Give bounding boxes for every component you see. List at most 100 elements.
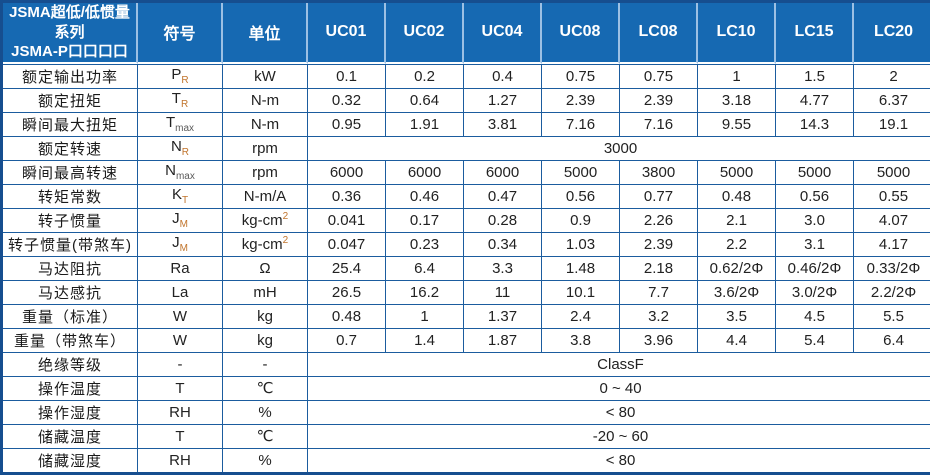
- row-label: 额定转速: [3, 135, 138, 160]
- unit-column-header: 单位: [223, 3, 308, 64]
- unit-cell: Ω: [223, 255, 308, 280]
- spec-value-cell: 0.62/2Φ: [698, 255, 776, 280]
- spec-value-cell: 6.37: [854, 87, 930, 112]
- table-row: 瞬间最高转速 Nmax rpm 6000 6000 6000 5000 3800 5000 500…: [3, 159, 930, 184]
- spec-value-cell: 5000: [776, 159, 854, 184]
- row-label: 额定扭矩: [3, 87, 138, 112]
- spec-value-cell: 3.2: [620, 303, 698, 328]
- unit-cell: rpm: [223, 159, 308, 184]
- spec-value-cell: 0.47: [464, 183, 542, 208]
- series-title: JSMA超低/低惯量系列 JSMA-P口口口口: [3, 3, 138, 64]
- row-label: 马达感抗: [3, 279, 138, 304]
- symbol-subscript: R: [180, 99, 189, 110]
- symbol-cell: W: [138, 327, 223, 352]
- symbol-base: -: [177, 355, 183, 373]
- spec-value-cell: 0.047: [308, 231, 386, 256]
- table-row: 马达感抗 La mH 26.5 16.2 11 10.1 7.7 3.6/2Φ 3.0/2Φ 2.2…: [3, 279, 930, 304]
- spec-value-cell: 0.64: [386, 87, 464, 112]
- spec-value-cell: 6000: [386, 159, 464, 184]
- spec-value-cell: 1.4: [386, 327, 464, 352]
- spec-value-cell: 3.18: [698, 87, 776, 112]
- header-row: JSMA超低/低惯量系列 JSMA-P口口口口 符号 单位 UC01 UC02 …: [3, 3, 930, 64]
- series-title-line1: JSMA超低/低惯量系列: [9, 4, 130, 41]
- spec-value-cell: 0.46: [386, 183, 464, 208]
- unit-cell: kW: [223, 63, 308, 88]
- symbol-subscript: T: [181, 195, 189, 206]
- symbol-subscript: M: [179, 243, 188, 254]
- unit-base: N-m: [250, 115, 280, 133]
- spec-value-cell: 7.16: [620, 111, 698, 136]
- row-label: 转子惯量(带煞车): [3, 231, 138, 256]
- spec-value-cell: 2.4: [542, 303, 620, 328]
- row-label: 操作湿度: [3, 399, 138, 424]
- spec-value-cell: 3.6/2Φ: [698, 279, 776, 304]
- spec-value-cell: 2.2/2Φ: [854, 279, 930, 304]
- symbol-base: P: [171, 66, 182, 83]
- unit-cell: %: [223, 399, 308, 424]
- unit-base: -: [262, 355, 268, 373]
- span-value-cell: ClassF: [308, 351, 930, 376]
- symbol-cell: Nmax: [138, 159, 223, 184]
- spec-value-cell: 0.36: [308, 183, 386, 208]
- spec-value-cell: 0.041: [308, 207, 386, 232]
- spec-value-cell: 3.81: [464, 111, 542, 136]
- spec-value-cell: 6000: [308, 159, 386, 184]
- symbol-base: N: [165, 162, 176, 179]
- unit-base: kg-cm: [241, 212, 283, 229]
- row-label: 瞬间最高转速: [3, 159, 138, 184]
- spec-value-cell: 0.48: [698, 183, 776, 208]
- unit-cell: kg-cm2: [223, 231, 308, 256]
- symbol-cell: JM: [138, 231, 223, 256]
- symbol-subscript: max: [175, 123, 195, 134]
- model-column-header-lc20: LC20: [854, 3, 930, 64]
- spec-value-cell: 4.17: [854, 231, 930, 256]
- spec-value-cell: 0.56: [776, 183, 854, 208]
- spec-value-cell: 9.55: [698, 111, 776, 136]
- symbol-cell: W: [138, 303, 223, 328]
- spec-value-cell: 1.5: [776, 63, 854, 88]
- unit-base: ℃: [256, 380, 274, 397]
- row-label: 瞬间最大扭矩: [3, 111, 138, 136]
- spec-value-cell: 2: [854, 63, 930, 88]
- spec-value-cell: 16.2: [386, 279, 464, 304]
- row-label: 重量（标准）: [3, 303, 138, 328]
- symbol-base: T: [175, 379, 185, 397]
- model-column-header-uc02: UC02: [386, 3, 464, 64]
- spec-value-cell: 1.87: [464, 327, 542, 352]
- spec-value-cell: 2.39: [620, 231, 698, 256]
- row-label: 重量（带煞车）: [3, 327, 138, 352]
- symbol-subscript: max: [175, 171, 195, 182]
- unit-base: N-m: [250, 91, 280, 109]
- symbol-base: T: [165, 114, 176, 131]
- table-row: 操作湿度 RH% < 80: [3, 399, 930, 424]
- spec-value-cell: 0.28: [464, 207, 542, 232]
- unit-superscript: 2: [282, 211, 289, 222]
- row-label: 绝缘等级: [3, 351, 138, 376]
- unit-base: kW: [254, 67, 276, 85]
- unit-cell: kg: [223, 327, 308, 352]
- symbol-cell: -: [138, 351, 223, 376]
- spec-value-cell: 0.17: [386, 207, 464, 232]
- unit-cell: kg: [223, 303, 308, 328]
- table-row: 马达阻抗 Ra Ω 25.4 6.4 3.3 1.48 2.18 0.62/2Φ 0.46/2Φ 0…: [3, 255, 930, 280]
- spec-value-cell: 7.7: [620, 279, 698, 304]
- spec-value-cell: 1.37: [464, 303, 542, 328]
- symbol-cell: JM: [138, 207, 223, 232]
- symbol-base: K: [171, 186, 182, 203]
- spec-value-cell: 0.46/2Φ: [776, 255, 854, 280]
- symbol-cell: T: [138, 423, 223, 448]
- symbol-base: W: [172, 331, 188, 349]
- symbol-cell: La: [138, 279, 223, 304]
- spec-value-cell: 5000: [854, 159, 930, 184]
- table-row: 储藏温度 T ℃ -20 ~ 60: [3, 423, 930, 448]
- spec-value-cell: 0.56: [542, 183, 620, 208]
- spec-value-cell: 3.3: [464, 255, 542, 280]
- unit-base: kg-cm: [241, 236, 283, 253]
- spec-value-cell: 0.4: [464, 63, 542, 88]
- table-row: 操作温度 T ℃ 0 ~ 40: [3, 375, 930, 400]
- symbol-cell: KT: [138, 183, 223, 208]
- table-row: 额定扭矩 TR N-m 0.32 0.64 1.27 2.39 2.39 3.18 4.77 6.3…: [3, 87, 930, 112]
- symbol-base: Ra: [170, 259, 190, 277]
- symbol-cell: TR: [138, 87, 223, 112]
